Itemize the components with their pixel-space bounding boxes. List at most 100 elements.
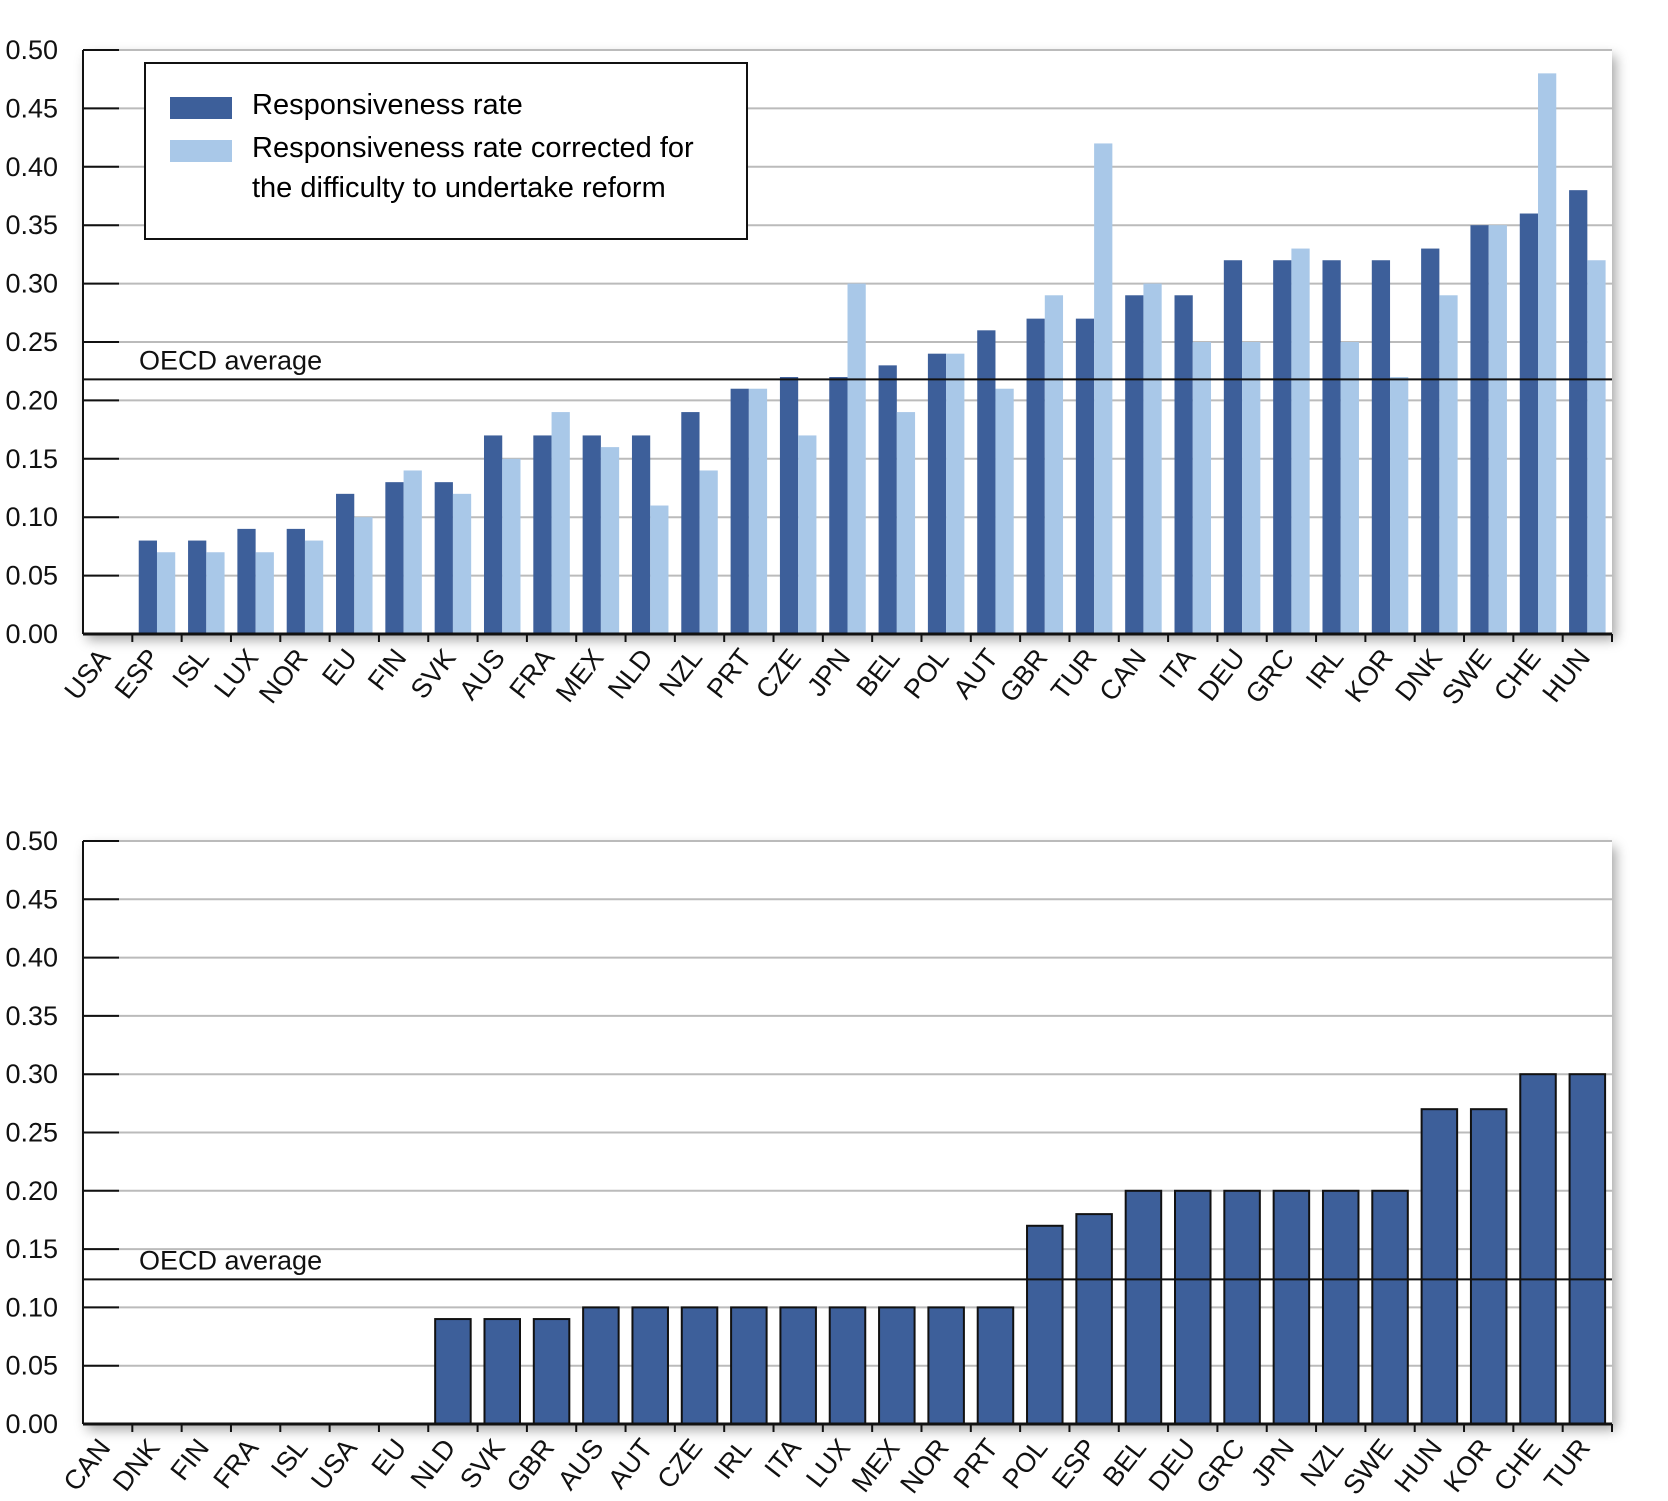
bar: [156, 552, 176, 634]
x-tick-label: GBR: [501, 1433, 561, 1498]
x-tick-label: FRA: [207, 1433, 264, 1494]
x-tick-label: FIN: [362, 643, 412, 696]
bar: [1143, 283, 1162, 634]
y-tick-label: 0.45: [5, 93, 58, 123]
bar: [1124, 1189, 1163, 1426]
x-tick-label: NLD: [405, 1433, 462, 1494]
y-tick-label: 0.15: [5, 444, 58, 474]
legend-label: Responsiveness rate corrected for the di…: [252, 132, 694, 204]
bar: [748, 388, 768, 634]
bar: [403, 470, 422, 634]
bar: [1470, 225, 1489, 634]
x-tick-label: BEL: [1097, 1433, 1152, 1492]
bar: [681, 412, 700, 634]
bar: [434, 482, 453, 634]
bar: [946, 353, 965, 634]
bar: [1488, 225, 1507, 634]
x-tick-label: NZL: [653, 643, 708, 702]
bar: [730, 388, 749, 634]
x-tick-label: HUN: [1388, 1433, 1448, 1498]
bar: [188, 540, 207, 634]
x-tick-label: SVK: [405, 643, 462, 704]
bar: [138, 540, 157, 634]
x-tick-label: KOR: [1339, 643, 1399, 708]
bar: [483, 1318, 521, 1426]
bar: [1587, 260, 1606, 634]
bar: [502, 458, 521, 634]
bar: [650, 505, 669, 634]
x-tick-label: SVK: [454, 1433, 511, 1494]
bar: [237, 528, 256, 634]
bar: [878, 1306, 916, 1426]
reference-label: OECD average: [139, 345, 322, 375]
bar: [255, 552, 274, 634]
bar: [1568, 1073, 1607, 1425]
bar: [354, 517, 373, 634]
legend-item: Responsiveness rate corrected for the di…: [166, 132, 726, 208]
bar: [1242, 342, 1261, 634]
x-tick-label: GRC: [1190, 1433, 1251, 1499]
y-tick-label: 0.45: [5, 884, 58, 914]
x-tick-label: BEL: [850, 643, 905, 702]
x-tick-label: TUR: [1045, 643, 1103, 705]
bar: [286, 528, 305, 634]
x-tick-label: ESP: [1046, 1433, 1103, 1494]
x-tick-label: PRT: [948, 1433, 1005, 1494]
y-tick-label: 0.25: [5, 1118, 58, 1148]
bar: [1094, 143, 1113, 634]
y-tick-label: 0.30: [5, 1059, 58, 1089]
bar: [1569, 190, 1588, 634]
bar: [1125, 295, 1144, 634]
bar: [1322, 260, 1341, 634]
bar: [1519, 1073, 1557, 1425]
y-tick-label: 0.20: [5, 385, 58, 415]
bar: [680, 1306, 719, 1426]
bar: [1174, 295, 1193, 634]
bar: [551, 412, 570, 634]
bar: [1026, 318, 1045, 634]
x-tick-label: LUX: [800, 1433, 856, 1493]
x-tick-label: USA: [59, 643, 117, 705]
y-tick-label: 0.05: [5, 1351, 58, 1381]
bar: [779, 1306, 817, 1426]
x-tick-label: NOR: [253, 643, 314, 709]
bar: [304, 540, 324, 634]
y-tick-label: 0.35: [5, 210, 58, 240]
y-tick-label: 0.50: [5, 35, 58, 65]
y-tick-label: 0.15: [5, 1234, 58, 1264]
x-tick-label: IRL: [708, 1433, 758, 1485]
bar: [452, 493, 472, 634]
bar: [532, 1318, 571, 1426]
x-tick-label: PRT: [701, 643, 758, 704]
y-tick-label: 0.40: [5, 943, 58, 973]
bar: [977, 330, 996, 634]
x-tick-label: CAN: [1093, 643, 1152, 706]
x-tick-label: DEU: [1192, 643, 1251, 706]
x-tick-label: NOR: [894, 1433, 955, 1499]
bar: [730, 1306, 768, 1426]
x-tick-label: AUT: [602, 1433, 659, 1494]
x-tick-label: CHE: [1488, 1433, 1547, 1496]
legend-swatch: [170, 140, 232, 162]
x-tick-label: AUS: [453, 643, 511, 705]
bar: [1538, 73, 1557, 635]
y-tick-label: 0.20: [5, 1176, 58, 1206]
bar: [385, 482, 404, 634]
x-tick-label: MEX: [550, 643, 610, 708]
bar: [1223, 260, 1243, 634]
x-tick-label: CZE: [750, 643, 807, 704]
bar: [1272, 1189, 1311, 1426]
bar: [1371, 1189, 1409, 1426]
bar: [1075, 318, 1095, 634]
bar: [699, 470, 718, 634]
x-tick-label: DEU: [1143, 1433, 1202, 1496]
x-tick-label: LUX: [208, 643, 264, 703]
x-tick-label: FRA: [503, 643, 560, 704]
y-tick-label: 0.10: [5, 1292, 58, 1322]
x-tick-label: KOR: [1438, 1433, 1498, 1498]
bar: [798, 435, 817, 634]
y-tick-label: 0.35: [5, 1001, 58, 1031]
x-tick-label: TUR: [1538, 1433, 1596, 1495]
